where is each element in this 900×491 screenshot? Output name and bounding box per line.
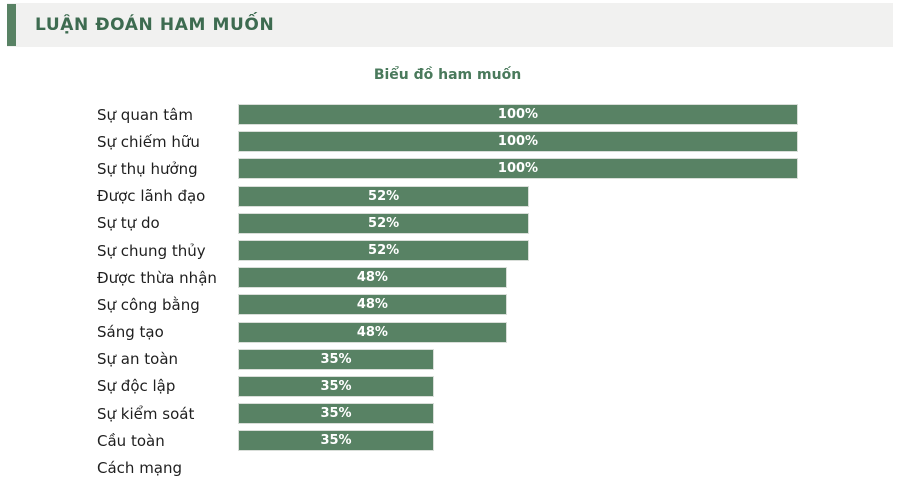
bar: 100% bbox=[238, 158, 798, 180]
bar-track: 48% bbox=[238, 321, 798, 343]
bar-value-label: 52% bbox=[368, 243, 400, 259]
category-label: Sự công bằng bbox=[97, 295, 200, 314]
category-label: Sáng tạo bbox=[97, 323, 164, 342]
bar-track: 35% bbox=[238, 375, 798, 397]
category-label: Cầu toàn bbox=[97, 431, 165, 450]
bar-value-label: 48% bbox=[356, 270, 388, 286]
category-label: Sự kiểm soát bbox=[97, 404, 195, 423]
bar: 35% bbox=[238, 348, 434, 370]
category-label: Sự chiếm hữu bbox=[97, 132, 200, 151]
bar-value-label: 35% bbox=[320, 378, 352, 394]
bar: 52% bbox=[238, 240, 530, 262]
bar-value-label: 35% bbox=[320, 433, 352, 449]
bar: 100% bbox=[238, 131, 798, 153]
category-label: Sự chung thủy bbox=[97, 241, 206, 260]
category-label: Sự an toàn bbox=[97, 350, 179, 369]
bar-value-label: 52% bbox=[368, 215, 400, 231]
chart-row: Sự kiểm soát 35% bbox=[97, 400, 798, 427]
category-label: Sự tự do bbox=[97, 214, 160, 233]
chart-row: Được lãnh đạo 52% bbox=[97, 183, 798, 210]
bar-track: 100% bbox=[238, 158, 798, 180]
bar: 52% bbox=[238, 212, 530, 234]
chart-row: Cầu toàn 35% bbox=[97, 427, 798, 454]
chart-row: Được thừa nhận 48% bbox=[97, 264, 798, 291]
category-label: Sự độc lập bbox=[97, 377, 176, 396]
chart-row: Sự công bằng 48% bbox=[97, 291, 798, 318]
bar-value-label: 52% bbox=[368, 188, 400, 204]
bar-track: 100% bbox=[238, 104, 798, 126]
category-label: Cách mạng bbox=[97, 459, 183, 478]
bar-value-label: 100% bbox=[497, 161, 539, 177]
chart-row: Sự chung thủy 52% bbox=[97, 237, 798, 264]
bar-track: 48% bbox=[238, 294, 798, 316]
bar-value-label: 35% bbox=[320, 406, 352, 422]
header-accent-bar bbox=[7, 4, 16, 46]
bar-track: 52% bbox=[238, 240, 798, 262]
bar-value-label: 48% bbox=[356, 297, 388, 313]
chart-row: Sự độc lập 35% bbox=[97, 373, 798, 400]
bar-value-label: 100% bbox=[497, 107, 539, 123]
bar-value-label: 35% bbox=[320, 351, 352, 367]
section-title: LUẬN ĐOÁN HAM MUỐN bbox=[35, 15, 275, 35]
section-header: LUẬN ĐOÁN HAM MUỐN bbox=[7, 3, 893, 47]
bar-track: 52% bbox=[238, 185, 798, 207]
bar-track: 48% bbox=[238, 267, 798, 289]
bar: 48% bbox=[238, 321, 507, 343]
bar-track: 35% bbox=[238, 403, 798, 425]
bar-chart: Sự quan tâm 100% Sự chiếm hữu 100% Sự th… bbox=[97, 101, 798, 482]
chart-row: Sự an toàn 35% bbox=[97, 346, 798, 373]
chart-title: Biểu đồ ham muốn bbox=[373, 67, 522, 83]
category-label: Sự thụ hưởng bbox=[97, 159, 198, 178]
chart-row: Sự tự do 52% bbox=[97, 210, 798, 237]
chart-row: Sự thụ hưởng 100% bbox=[97, 155, 798, 182]
chart-row: Sự quan tâm 100% bbox=[97, 101, 798, 128]
bar: 48% bbox=[238, 267, 507, 289]
bar-track bbox=[238, 458, 798, 479]
bar: 52% bbox=[238, 185, 530, 207]
bar: 35% bbox=[238, 375, 434, 397]
category-label: Sự quan tâm bbox=[97, 105, 193, 124]
bar: 35% bbox=[238, 403, 434, 425]
category-label: Được thừa nhận bbox=[97, 268, 217, 287]
bar-track: 35% bbox=[238, 430, 798, 452]
bar-track: 100% bbox=[238, 131, 798, 153]
bar-value-label: 100% bbox=[497, 134, 539, 150]
bar: 100% bbox=[238, 104, 798, 126]
chart-row: Sự chiếm hữu 100% bbox=[97, 128, 798, 155]
bar: 35% bbox=[238, 430, 434, 452]
bar-track: 35% bbox=[238, 348, 798, 370]
chart-row: Sáng tạo 48% bbox=[97, 319, 798, 346]
chart-area: Biểu đồ ham muốn Sự quan tâm 100% Sự chi… bbox=[97, 63, 798, 482]
category-label: Được lãnh đạo bbox=[97, 187, 206, 206]
chart-row: Cách mạng bbox=[97, 454, 798, 481]
bar-track: 52% bbox=[238, 212, 798, 234]
bar-value-label: 48% bbox=[356, 324, 388, 340]
bar: 48% bbox=[238, 294, 507, 316]
